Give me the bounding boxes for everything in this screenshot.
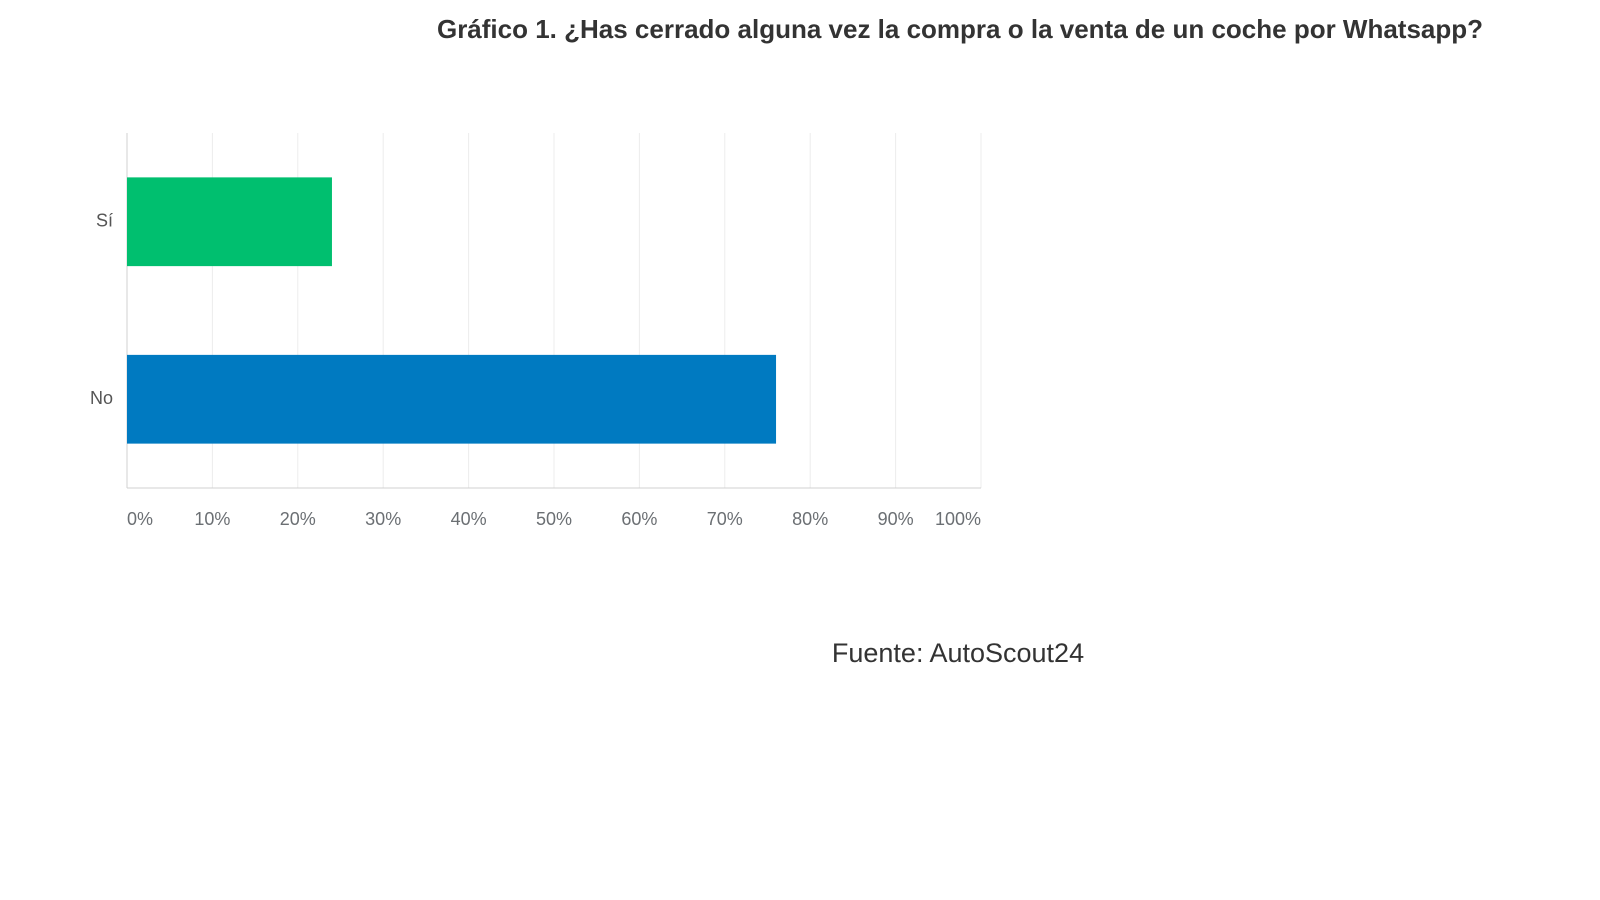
x-tick-label: 30% bbox=[365, 509, 401, 529]
y-tick-label: Sí bbox=[96, 211, 113, 231]
x-tick-label: 70% bbox=[707, 509, 743, 529]
x-tick-label: 90% bbox=[878, 509, 914, 529]
x-tick-label: 100% bbox=[935, 509, 981, 529]
bar bbox=[127, 177, 332, 267]
x-tick-label: 50% bbox=[536, 509, 572, 529]
x-tick-label: 40% bbox=[451, 509, 487, 529]
x-tick-label: 0% bbox=[127, 509, 153, 529]
x-tick-label: 20% bbox=[280, 509, 316, 529]
source: Fuente: AutoScout24 bbox=[832, 638, 1084, 668]
chart-title: Gráfico 1. ¿Has cerrado alguna vez la co… bbox=[437, 14, 1483, 44]
x-tick-label: 60% bbox=[621, 509, 657, 529]
y-tick-label: No bbox=[90, 388, 113, 408]
bar bbox=[127, 354, 777, 444]
x-tick-label: 10% bbox=[194, 509, 230, 529]
x-tick-label: 80% bbox=[792, 509, 828, 529]
